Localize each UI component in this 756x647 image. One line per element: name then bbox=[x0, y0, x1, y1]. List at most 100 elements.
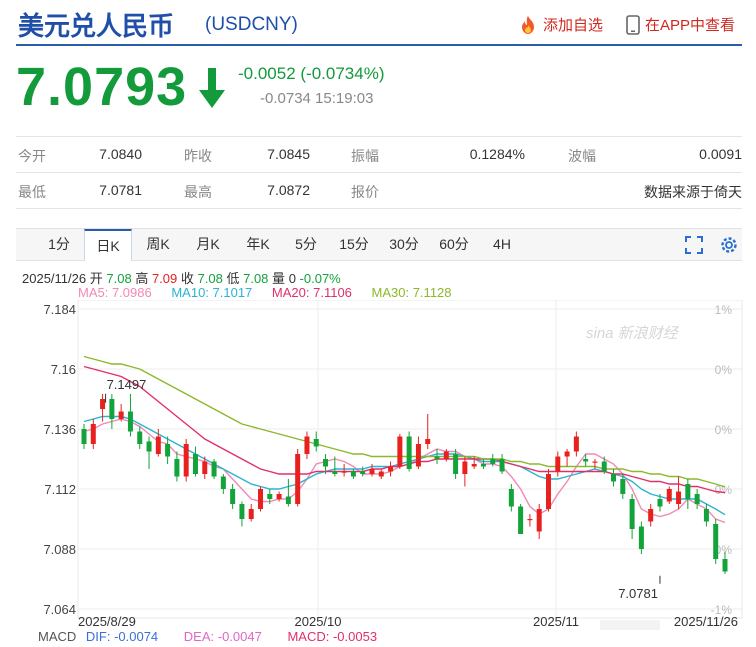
candle-body bbox=[406, 436, 412, 469]
candle-body bbox=[694, 494, 700, 504]
stats-divider bbox=[16, 136, 742, 137]
y-tick-label: 7.064 bbox=[43, 602, 76, 617]
candle-body bbox=[564, 451, 570, 457]
stats-divider bbox=[16, 208, 742, 209]
watermark: sina 新浪财经 bbox=[586, 325, 680, 342]
ohlc-vol-label: 量 bbox=[272, 271, 286, 286]
settings-icon[interactable] bbox=[719, 235, 739, 255]
tab-daily[interactable]: 日K bbox=[84, 229, 132, 261]
fire-icon bbox=[522, 15, 534, 34]
candle-body bbox=[648, 509, 654, 522]
stat-label: 今开 bbox=[18, 148, 46, 164]
candle-body bbox=[573, 436, 579, 452]
candle-body bbox=[202, 461, 208, 474]
ohlc-pct: -0.07% bbox=[299, 271, 341, 286]
candle-body bbox=[480, 464, 486, 467]
down-arrow-icon bbox=[199, 68, 225, 108]
candle-body bbox=[341, 471, 347, 473]
open-in-app-button[interactable]: 在APP中查看 bbox=[626, 14, 735, 35]
candle-body bbox=[211, 461, 217, 477]
candle-body bbox=[657, 499, 663, 507]
tab-monthly[interactable]: 月K bbox=[196, 236, 220, 252]
candle-body bbox=[555, 456, 561, 472]
ohlc-close: 7.08 bbox=[197, 271, 223, 286]
candle-body bbox=[638, 526, 644, 549]
ohlc-low: 7.08 bbox=[243, 271, 269, 286]
ohlc-open: 7.08 bbox=[106, 271, 132, 286]
candle-body bbox=[146, 441, 152, 452]
candle-body bbox=[155, 436, 161, 454]
candle-body bbox=[332, 471, 338, 474]
candle-body bbox=[434, 456, 440, 459]
ohlc-close-label: 收 bbox=[180, 271, 194, 286]
tab-1min[interactable]: 1分 bbox=[48, 236, 70, 252]
candle-body bbox=[304, 436, 310, 454]
candle-body bbox=[462, 461, 468, 474]
candle-body bbox=[388, 466, 394, 472]
x-tick-label: 2025/11/26 bbox=[674, 614, 738, 629]
candle-body bbox=[583, 459, 589, 462]
add-favorite-label: 添加自选 bbox=[543, 17, 604, 34]
candle-body bbox=[685, 484, 691, 499]
stat-label: 最低 bbox=[18, 184, 46, 200]
candle-body bbox=[174, 459, 180, 477]
macd-legend: MACD DIF: -0.0074 DEA: -0.0047 MACD: -0.… bbox=[38, 629, 377, 644]
candle-body bbox=[295, 454, 301, 504]
candle-body bbox=[323, 459, 329, 467]
annotation-low: 7.0781 bbox=[618, 586, 658, 601]
tab-15min[interactable]: 15分 bbox=[339, 236, 369, 252]
annotation-high: 7.1497 bbox=[107, 377, 147, 392]
candle-body bbox=[397, 436, 403, 467]
x-tick-label: 2025/10 bbox=[295, 614, 342, 629]
macd-dea: DEA: -0.0047 bbox=[183, 629, 262, 644]
ma10-label: MA10: 7.1017 bbox=[171, 285, 253, 300]
tab-60min[interactable]: 60分 bbox=[439, 236, 469, 252]
ma20-label: MA20: 7.1106 bbox=[271, 285, 352, 300]
candle-body bbox=[666, 489, 672, 502]
ohlc-date: 2025/11/26 bbox=[22, 271, 87, 286]
candle-body bbox=[90, 424, 96, 444]
candle-body bbox=[109, 399, 115, 419]
right-tick-label: 0% bbox=[715, 543, 733, 557]
add-favorite-button[interactable]: 添加自选 bbox=[518, 14, 603, 35]
ma-line-ma30 bbox=[83, 355, 726, 488]
tab-5min[interactable]: 5分 bbox=[295, 236, 317, 252]
candle-body bbox=[239, 504, 245, 519]
tab-30min[interactable]: 30分 bbox=[389, 236, 419, 252]
candle-body bbox=[220, 476, 226, 489]
candle-body bbox=[722, 559, 728, 572]
ohlc-readout: 2025/11/26 开 7.08 高 7.09 收 7.08 低 7.08 量… bbox=[22, 268, 341, 287]
stat-label: 振幅 bbox=[351, 148, 379, 164]
x-tick-label: 2025/8/29 bbox=[78, 614, 136, 629]
stat-value: 7.0872 bbox=[267, 182, 310, 198]
candle-body bbox=[536, 509, 542, 532]
candle-body bbox=[676, 491, 682, 504]
period-tabs: 1分 日K 周K 月K 年K 5分 15分 30分 60分 4H bbox=[16, 228, 742, 261]
candle-body bbox=[443, 451, 449, 459]
x-tick-label: 2025/11 bbox=[533, 614, 579, 629]
candle-body bbox=[267, 494, 273, 499]
open-in-app-label: 在APP中查看 bbox=[645, 17, 736, 34]
change-time: -0.0734 15:19:03 bbox=[260, 90, 374, 107]
candle-body bbox=[81, 429, 87, 444]
data-source: 数据来源于倚天 bbox=[644, 184, 742, 200]
right-tick-label: -1% bbox=[711, 603, 733, 617]
fullscreen-icon[interactable] bbox=[684, 235, 704, 255]
candle-body bbox=[378, 471, 384, 477]
kline-chart[interactable]: 7.184 1% 7.16 0% 7.136 0% 7.112 0% 7.088 0% 7.064 -… bbox=[0, 300, 756, 630]
stat-label: 最高 bbox=[184, 184, 212, 200]
candle-body bbox=[508, 489, 514, 507]
candle-body bbox=[230, 489, 236, 504]
tab-4h[interactable]: 4H bbox=[493, 236, 511, 252]
ma-line-ma10 bbox=[83, 415, 726, 516]
candle-body bbox=[471, 464, 477, 467]
tab-yearly[interactable]: 年K bbox=[246, 236, 270, 252]
candle-body bbox=[703, 509, 709, 522]
candle-body bbox=[592, 461, 598, 463]
phone-icon bbox=[626, 14, 640, 35]
ma30-label: MA30: 7.1128 bbox=[371, 285, 452, 300]
candle-body bbox=[499, 459, 505, 472]
macd-value: MACD: -0.0053 bbox=[287, 629, 378, 644]
current-price: 7.0793 bbox=[16, 57, 188, 117]
tab-weekly[interactable]: 周K bbox=[146, 236, 170, 252]
